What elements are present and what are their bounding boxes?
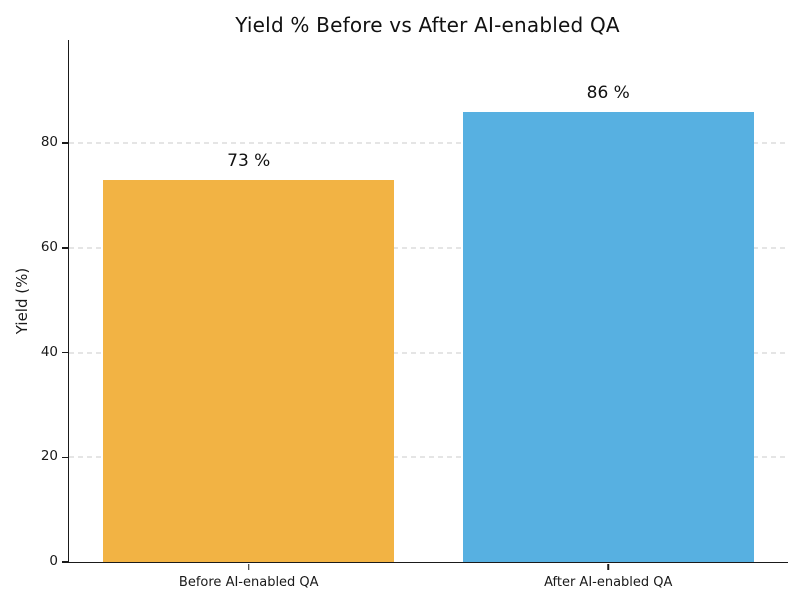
y-tick-mark: [61, 247, 68, 249]
y-axis-label: Yield (%): [13, 267, 31, 335]
bars-row: 73 % Before AI-enabled QA 86 % After AI-…: [69, 40, 789, 590]
bar-group-before: 73 % Before AI-enabled QA: [69, 40, 429, 590]
y-tick-label: 80: [40, 134, 58, 151]
y-tick-mark: [61, 456, 68, 459]
x-tick-label: Before AI-enabled QA: [178, 575, 319, 590]
gridline: [69, 142, 788, 144]
y-tick-label: 0: [49, 553, 58, 569]
gridline: [69, 352, 788, 354]
x-tick-label: After AI-enabled QA: [544, 575, 673, 590]
y-tick-mark: [61, 142, 68, 144]
bar-before-ai-enabled-qa: [103, 179, 395, 562]
bar-after-ai-enabled-qa: [462, 111, 754, 562]
bar-group-after: 86 % After AI-enabled QA: [429, 40, 789, 590]
y-tick-label: 40: [40, 343, 58, 360]
bar-value-label: 86 %: [586, 82, 630, 103]
chart-title: Yield % Before vs After AI-enabled QA: [235, 13, 620, 37]
bar-value-label: 73 %: [227, 150, 271, 171]
gridline: [69, 247, 788, 249]
y-tick-mark: [61, 561, 68, 563]
y-tick-mark: [61, 351, 68, 354]
gridline: [69, 456, 788, 458]
x-tick-mark: [248, 563, 250, 570]
x-tick-mark: [607, 563, 609, 570]
y-tick-label: 20: [40, 448, 58, 465]
plot-area: 0 20 40 60 80 73 % Before AI-enabled QA: [41, 40, 789, 590]
y-tick-label: 60: [40, 238, 58, 255]
